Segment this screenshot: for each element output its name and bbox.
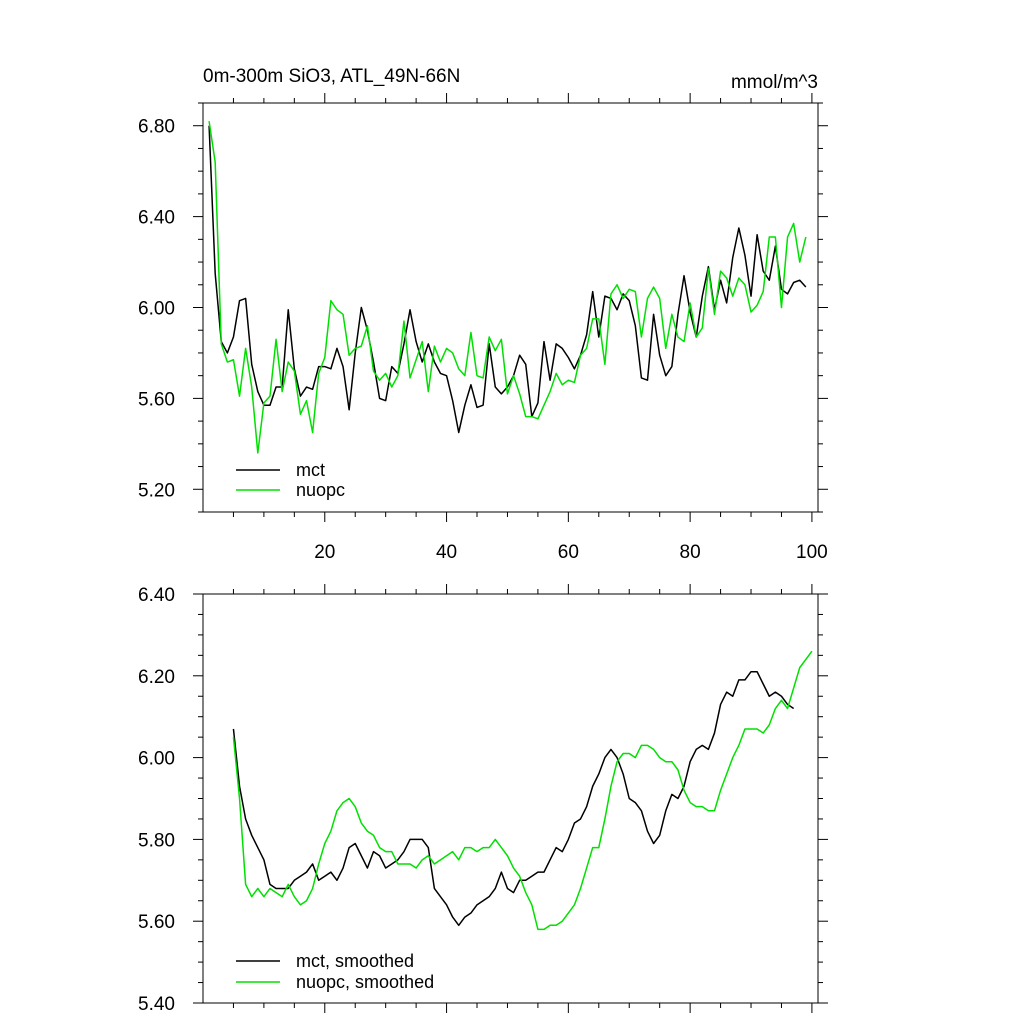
top-x-tick-label: 100 xyxy=(796,542,828,563)
top-y-tick-label: 6.00 xyxy=(138,299,175,320)
top-y-tick-label: 5.60 xyxy=(138,389,175,410)
legend-mct-smoothed-label: mct, smoothed xyxy=(296,951,414,971)
top-x-tick-label: 60 xyxy=(558,542,579,563)
legend-mct-label: mct xyxy=(296,460,325,480)
top-series-mct-line xyxy=(208,125,807,434)
bottom-y-tick-label: 5.40 xyxy=(138,994,175,1015)
top-x-tick-label: 40 xyxy=(436,542,457,563)
chart-title: 0m-300m SiO3, ATL_49N-66N xyxy=(203,66,460,87)
top-plot-frame xyxy=(202,102,819,513)
bottom-y-tick-label: 5.80 xyxy=(138,830,175,851)
top-series-nuopc-line xyxy=(208,121,807,454)
bottom-y-tick-label: 6.40 xyxy=(138,585,175,606)
bottom-y-tick-label: 6.20 xyxy=(138,667,175,688)
top-y-tick-label: 5.20 xyxy=(138,480,175,501)
bottom-y-tick-label: 5.60 xyxy=(138,912,175,933)
bottom-series-mct-smoothed-line xyxy=(232,670,795,927)
bottom-y-tick-label: 6.00 xyxy=(138,749,175,770)
top-panel: 0m-300m SiO3, ATL_49N-66N mmol/m^3 mct n… xyxy=(138,66,828,563)
top-y-tick-label: 6.80 xyxy=(138,117,175,138)
legend-nuopc-label: nuopc xyxy=(296,480,345,500)
bottom-legend: mct, smoothed nuopc, smoothed xyxy=(236,951,434,992)
units-label: mmol/m^3 xyxy=(731,72,818,93)
top-x-tick-label: 80 xyxy=(680,542,701,563)
bottom-plot-frame xyxy=(202,593,819,1004)
top-x-tick-label: 20 xyxy=(314,542,335,563)
legend-nuopc-smoothed-label: nuopc, smoothed xyxy=(296,972,434,992)
bottom-series-nuopc-smoothed-line xyxy=(232,650,813,931)
bottom-panel: mct, smoothed nuopc, smoothed 5.40 5.60 5.… xyxy=(138,584,828,1015)
top-y-tick-label: 6.40 xyxy=(138,208,175,229)
top-legend: mct nuopc xyxy=(236,460,345,500)
